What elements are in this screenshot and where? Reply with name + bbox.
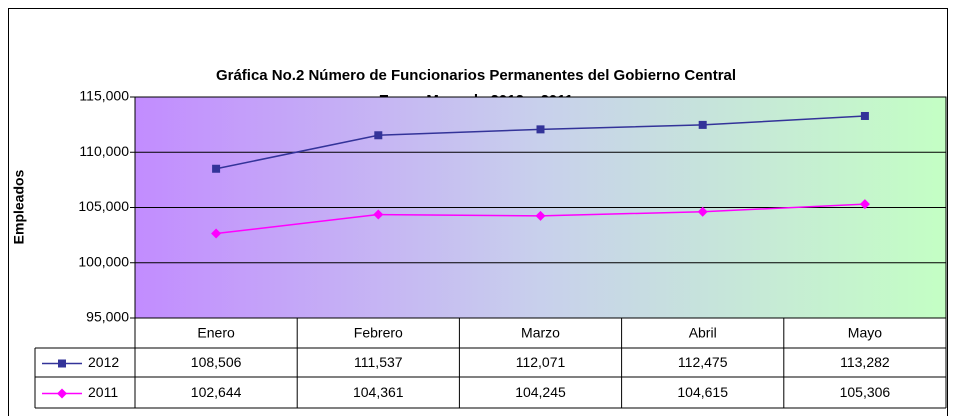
data-point: [212, 164, 221, 173]
table-value: 112,071: [516, 354, 566, 370]
y-axis-label: Empleados: [11, 169, 27, 244]
table-value: 104,615: [677, 384, 728, 400]
legend-marker: [57, 388, 67, 399]
x-tick-label: Mayo: [848, 325, 882, 341]
table-value: 111,537: [354, 354, 403, 370]
data-point: [211, 228, 222, 239]
x-tick-label: Marzo: [521, 325, 560, 341]
data-point: [860, 111, 869, 120]
y-tick-label: 100,000: [78, 253, 129, 269]
y-tick-label: 105,000: [78, 198, 129, 214]
data-point: [859, 199, 870, 210]
table-value: 112,475: [678, 354, 728, 370]
table-value: 102,644: [191, 384, 242, 400]
data-point: [535, 210, 546, 221]
x-tick-label: Abril: [689, 325, 717, 341]
legend-marker: [58, 359, 66, 368]
y-tick-label: 115,000: [79, 88, 129, 104]
table-value: 105,306: [840, 384, 891, 400]
x-tick-label: Febrero: [354, 325, 403, 341]
table-value: 108,506: [191, 354, 242, 370]
y-tick-label: 95,000: [86, 309, 129, 325]
table-value: 104,245: [515, 384, 566, 400]
data-point: [373, 209, 384, 220]
data-point: [536, 125, 545, 134]
table-value: 104,361: [353, 384, 404, 400]
chart-border: [8, 8, 948, 416]
legend-label: 2012: [88, 354, 119, 370]
x-tick-label: Enero: [197, 325, 235, 341]
legend-label: 2011: [88, 384, 118, 400]
data-point: [697, 206, 708, 217]
data-point: [374, 131, 383, 140]
y-tick-label: 110,000: [79, 143, 129, 159]
table-value: 113,282: [840, 354, 890, 370]
chart-title: Gráfica No.2 Número de Funcionarios Perm…: [216, 67, 736, 84]
data-point: [698, 120, 707, 129]
